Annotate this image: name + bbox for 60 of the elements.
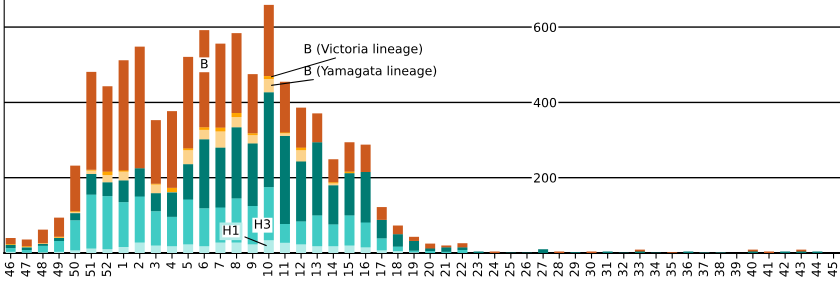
x-tick-label: 32 xyxy=(618,262,628,276)
x-tick-label: 30 xyxy=(586,262,596,276)
x-tick-label: 8 xyxy=(230,262,240,268)
x-tick-label: 13 xyxy=(311,262,321,276)
x-tick-label: 47 xyxy=(21,262,30,277)
x-tick-label: 45 xyxy=(828,262,838,277)
x-tick-label: 41 xyxy=(763,262,772,277)
x-tick-label: 36 xyxy=(682,262,692,276)
series-label: B xyxy=(201,59,208,68)
x-tick-label: 42 xyxy=(779,262,789,277)
x-tick-label: 35 xyxy=(666,262,676,276)
x-tick-label: 39 xyxy=(730,262,740,276)
x-tick-label: 22 xyxy=(456,262,466,276)
x-tick-label: 6 xyxy=(198,262,208,268)
text: B (Yamagata lineage) xyxy=(304,66,436,78)
x-tick-label: 15 xyxy=(344,262,354,276)
x-tick-label: 3 xyxy=(150,262,160,268)
x-tick-label: 46 xyxy=(4,262,14,277)
x-tick-label: 16 xyxy=(360,262,370,276)
x-tick-label: 24 xyxy=(488,262,498,276)
x-tick-label: 43 xyxy=(795,262,805,277)
x-tick-label: 26 xyxy=(521,262,531,276)
x-tick-label: 20 xyxy=(424,262,434,276)
x-tick-label: 44 xyxy=(812,262,821,277)
x-tick-label: 18 xyxy=(392,262,402,276)
text: B (Victoria lineage) xyxy=(304,44,422,56)
series-label: H1 xyxy=(224,226,238,235)
x-tick-label: 10 xyxy=(262,262,272,276)
x-tick-label: 11 xyxy=(279,262,288,276)
x-tick-label: 51 xyxy=(86,262,95,276)
x-tick-label: 31 xyxy=(602,262,612,276)
x-tick-label: 49 xyxy=(53,262,63,277)
x-tick-label: 38 xyxy=(714,262,724,276)
x-tick-label: 12 xyxy=(295,262,305,276)
x-tick-label: 48 xyxy=(37,262,47,277)
x-tick-label: 37 xyxy=(698,262,708,276)
x-tick-label: 50 xyxy=(69,262,79,276)
x-tick-label: 17 xyxy=(376,262,386,276)
x-tick-label: 21 xyxy=(440,262,450,276)
x-tick-label: 5 xyxy=(182,262,192,268)
x-tick-label: 33 xyxy=(634,262,644,276)
x-tick-label: 52 xyxy=(102,262,112,276)
x-tick-label: 4 xyxy=(166,262,176,269)
x-tick-label: 27 xyxy=(537,262,547,276)
x-tick-label: 40 xyxy=(747,262,756,277)
y-tick-label: 200 xyxy=(534,173,556,183)
x-tick-label: 19 xyxy=(408,262,418,276)
x-tick-label: 7 xyxy=(214,262,224,268)
x-tick-label: 2 xyxy=(134,262,144,268)
x-tick-label: 28 xyxy=(553,262,563,276)
series-label: H3 xyxy=(254,219,270,229)
x-tick-label: 29 xyxy=(570,262,580,276)
x-tick-label: 1 xyxy=(118,262,128,268)
y-tick-label: 400 xyxy=(534,98,556,108)
x-tick-label: 25 xyxy=(505,262,514,276)
x-tick-label: 14 xyxy=(328,262,337,276)
y-tick-label: 600 xyxy=(534,22,556,32)
x-tick-label: 34 xyxy=(650,262,660,276)
x-tick-label: 9 xyxy=(246,262,256,268)
x-tick-label: 23 xyxy=(472,262,482,276)
